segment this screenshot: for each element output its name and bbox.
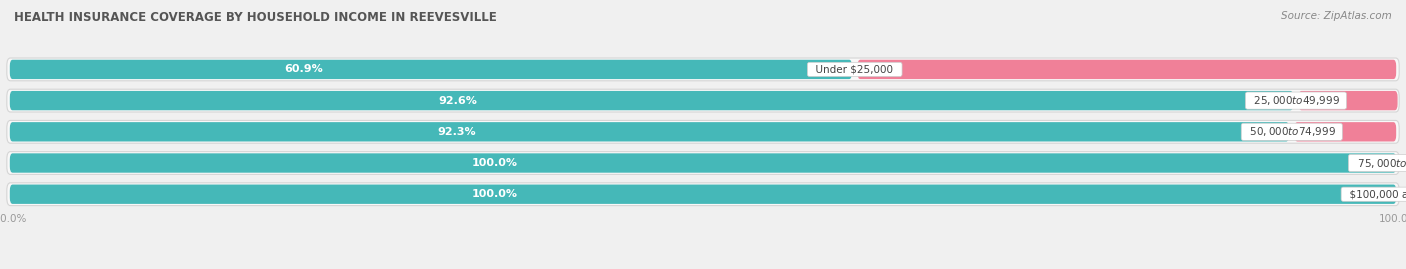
FancyBboxPatch shape xyxy=(7,152,1399,174)
Text: HEALTH INSURANCE COVERAGE BY HOUSEHOLD INCOME IN REEVESVILLE: HEALTH INSURANCE COVERAGE BY HOUSEHOLD I… xyxy=(14,11,496,24)
FancyBboxPatch shape xyxy=(10,153,1396,173)
FancyBboxPatch shape xyxy=(10,185,1396,204)
FancyBboxPatch shape xyxy=(7,183,1399,206)
Text: 100.0%: 100.0% xyxy=(471,158,517,168)
FancyBboxPatch shape xyxy=(10,60,852,79)
FancyBboxPatch shape xyxy=(1402,185,1406,204)
Text: $75,000 to $99,999: $75,000 to $99,999 xyxy=(1351,157,1406,169)
FancyBboxPatch shape xyxy=(10,91,1294,110)
FancyBboxPatch shape xyxy=(7,58,1399,81)
Text: $50,000 to $74,999: $50,000 to $74,999 xyxy=(1243,125,1340,138)
FancyBboxPatch shape xyxy=(1402,153,1406,173)
FancyBboxPatch shape xyxy=(1299,91,1398,110)
Text: Source: ZipAtlas.com: Source: ZipAtlas.com xyxy=(1281,11,1392,21)
FancyBboxPatch shape xyxy=(1295,122,1396,141)
Text: 92.6%: 92.6% xyxy=(439,95,478,106)
FancyBboxPatch shape xyxy=(858,60,1396,79)
FancyBboxPatch shape xyxy=(7,89,1399,112)
Text: 60.9%: 60.9% xyxy=(284,64,323,75)
Text: 92.3%: 92.3% xyxy=(437,127,477,137)
Text: 100.0%: 100.0% xyxy=(471,189,517,199)
FancyBboxPatch shape xyxy=(10,122,1289,141)
Text: Under $25,000: Under $25,000 xyxy=(810,64,900,75)
Text: $25,000 to $49,999: $25,000 to $49,999 xyxy=(1247,94,1344,107)
FancyBboxPatch shape xyxy=(7,121,1399,143)
Text: $100,000 and over: $100,000 and over xyxy=(1343,189,1406,199)
